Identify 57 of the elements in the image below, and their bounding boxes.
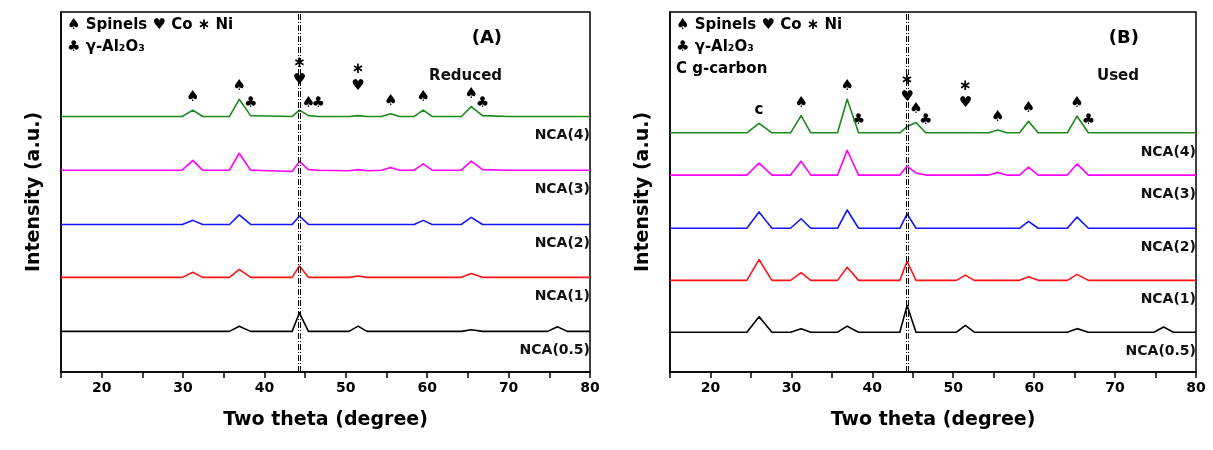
- y-axis-title: Intensity (a.u.): [20, 111, 43, 273]
- text: ♣ γ-Al₂O₃: [676, 36, 754, 55]
- series-label: NCA(3): [534, 180, 590, 197]
- x-tick-label: 70: [498, 379, 519, 395]
- chart-title: (A): [471, 25, 503, 47]
- chart-title: (B): [1108, 25, 1139, 47]
- annotation: ♠: [416, 87, 430, 106]
- text: ♠ Spinels ♥ Co ∗ Ni: [67, 14, 234, 33]
- chart-subtitle: Used: [1096, 65, 1139, 84]
- annotation: ♥: [351, 75, 365, 94]
- x-tick-label: 70: [1105, 379, 1126, 395]
- annotation: ♣: [475, 92, 490, 111]
- annotation: ♠: [840, 76, 854, 95]
- annotation: ♠: [383, 90, 398, 109]
- y-axis-title: Intensity (a.u.): [629, 111, 652, 273]
- series-label: NCA(2): [534, 234, 590, 251]
- series-label: NCA(4): [534, 126, 590, 143]
- text: ♣ γ-Al₂O₃: [67, 36, 145, 55]
- x-tick-label: 30: [781, 379, 802, 395]
- x-tick-label: 50: [943, 379, 964, 395]
- text: ♠ Spinels ♥ Co ∗ Ni: [676, 14, 843, 33]
- x-tick-label: 60: [1024, 379, 1045, 395]
- x-tick-label: 50: [336, 379, 356, 395]
- annotation: c: [754, 100, 764, 119]
- series-label: NCA(0.5): [519, 341, 590, 358]
- annotation: ♠: [186, 87, 200, 106]
- series-label: NCA(4): [1140, 142, 1196, 159]
- series-label: NCA(2): [1140, 238, 1196, 255]
- x-axis-title: Two theta (degree): [830, 406, 1036, 429]
- x-axis-title: Two theta (degree): [223, 406, 428, 429]
- chart-subtitle: Reduced: [429, 65, 503, 84]
- annotation: ♠: [464, 83, 478, 102]
- series-label: NCA(1): [534, 287, 590, 304]
- series-label: NCA(3): [1140, 185, 1196, 202]
- annotation: ♠: [991, 107, 1005, 126]
- annotation: ♠: [909, 99, 923, 118]
- annotation: ♣: [243, 92, 258, 111]
- annotation: ♣: [851, 109, 866, 128]
- annotation: ♠: [232, 76, 246, 95]
- x-tick-label: 80: [580, 379, 600, 395]
- annotation: ♣: [1081, 109, 1096, 128]
- annotation: ♠: [1070, 93, 1084, 112]
- x-tick-label: 20: [91, 379, 112, 395]
- annotation: ∗: [959, 75, 972, 94]
- annotation: ∗: [351, 58, 365, 77]
- x-tick-label: 30: [173, 379, 194, 395]
- series-label: NCA(1): [1140, 290, 1196, 307]
- x-tick-label: 20: [700, 379, 721, 395]
- x-tick-label: 80: [1186, 379, 1206, 395]
- x-tick-label: 40: [862, 379, 883, 395]
- annotation: ♠: [1021, 98, 1036, 117]
- text: C g-carbon: [676, 58, 768, 77]
- annotation: ♥: [958, 92, 973, 111]
- x-tick-label: 60: [417, 379, 438, 395]
- annotation: ♠: [794, 92, 808, 111]
- series-label: NCA(0.5): [1125, 342, 1196, 359]
- x-tick-label: 40: [254, 379, 275, 395]
